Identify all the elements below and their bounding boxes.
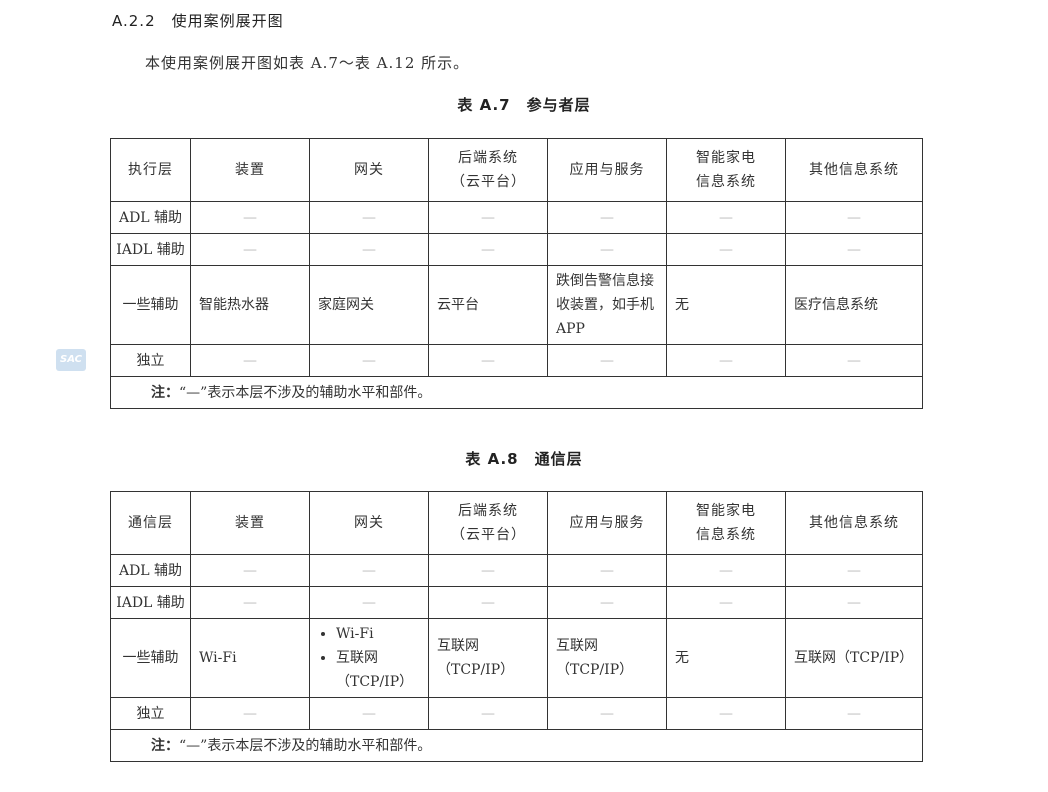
- column-header: 智能家电信息系统: [666, 491, 786, 555]
- table-a8: 通信层 装置 网关 后端系统（云平台） 应用与服务 智能家电信息系统 其他信息系统 ADL 辅…: [110, 491, 923, 762]
- table-cell: 无: [666, 265, 786, 345]
- bullet-list: Wi-Fi互联网（TCP/IP）: [312, 622, 424, 694]
- table-cell: —: [428, 201, 548, 234]
- table-cell: ADL 辅助: [110, 554, 191, 587]
- table-cell: 互联网（TCP/IP）: [428, 618, 548, 698]
- table-cell: 家庭网关: [309, 265, 429, 345]
- table-cell: —: [309, 344, 429, 377]
- list-item: Wi-Fi: [336, 622, 424, 646]
- table-cell: 无: [666, 618, 786, 698]
- table-cell: —: [190, 554, 310, 587]
- column-header: 装置: [190, 491, 310, 555]
- table-a7: 执行层 装置 网关 后端系统（云平台） 应用与服务 智能家电信息系统 其他信息系统 ADL 辅…: [110, 138, 923, 409]
- table-cell: —: [547, 586, 667, 619]
- table-row: ADL 辅助 — — — — — —: [110, 201, 923, 234]
- table-cell: —: [428, 554, 548, 587]
- note-label: 注：: [151, 737, 179, 754]
- intro-paragraph: 本使用案例展开图如表 A.7～表 A.12 所示。: [145, 54, 470, 72]
- column-header: 通信层: [110, 491, 191, 555]
- column-header: 执行层: [110, 138, 191, 202]
- table-cell: —: [309, 586, 429, 619]
- table-row: 独立 — — — — — —: [110, 697, 923, 730]
- table-cell: IADL 辅助: [110, 233, 191, 266]
- table-cell: —: [666, 233, 786, 266]
- table-cell: —: [428, 697, 548, 730]
- column-header: 其他信息系统: [785, 491, 923, 555]
- table-cell: —: [547, 233, 667, 266]
- table-row: IADL 辅助 — — — — — —: [110, 233, 923, 266]
- note-label: 注：: [151, 384, 179, 401]
- table-cell: 独立: [110, 697, 191, 730]
- table-cell: —: [785, 586, 923, 619]
- table-cell: 独立: [110, 344, 191, 377]
- table-row: 一些辅助 智能热水器 家庭网关 云平台 跌倒告警信息接收装置，如手机 APP 无医疗信息系…: [110, 265, 923, 345]
- table-cell: —: [666, 697, 786, 730]
- table-cell: —: [785, 201, 923, 234]
- note-text: “—”表示本层不涉及的辅助水平和部件。: [179, 384, 432, 401]
- table-row: 独立 — — — — — —: [110, 344, 923, 377]
- table-cell: 互联网（TCP/IP）: [785, 618, 923, 698]
- table-cell: —: [309, 201, 429, 234]
- table-cell: —: [666, 344, 786, 377]
- table-cell: 一些辅助: [110, 618, 191, 698]
- table-cell: —: [785, 233, 923, 266]
- column-header: 应用与服务: [547, 491, 667, 555]
- table-cell: 跌倒告警信息接收装置，如手机 APP: [547, 265, 667, 345]
- table-cell: —: [547, 201, 667, 234]
- table-row: 一些辅助Wi-FiWi-Fi互联网（TCP/IP）互联网（TCP/IP）互联网（…: [110, 618, 923, 698]
- table-cell: 一些辅助: [110, 265, 191, 345]
- table-row: ADL 辅助 — — — — — —: [110, 554, 923, 587]
- table-cell: —: [428, 233, 548, 266]
- table-cell: 互联网（TCP/IP）: [547, 618, 667, 698]
- header-row: 通信层 装置 网关 后端系统（云平台） 应用与服务 智能家电信息系统 其他信息系统: [110, 491, 923, 555]
- table-cell: —: [547, 697, 667, 730]
- list-item: 互联网（TCP/IP）: [336, 646, 424, 694]
- sac-watermark-logo: SAC: [56, 349, 86, 371]
- table-cell: —: [666, 586, 786, 619]
- table-cell: —: [785, 697, 923, 730]
- section-heading: A.2.2 使用案例展开图: [112, 12, 284, 30]
- table-cell: ADL 辅助: [110, 201, 191, 234]
- table-cell: —: [547, 554, 667, 587]
- table-cell: —: [309, 697, 429, 730]
- column-header: 装置: [190, 138, 310, 202]
- table-cell: Wi-Fi: [190, 618, 310, 698]
- note-row: 注：“—”表示本层不涉及的辅助水平和部件。: [110, 729, 923, 762]
- table-note: 注：“—”表示本层不涉及的辅助水平和部件。: [110, 729, 923, 762]
- table-cell: —: [309, 554, 429, 587]
- table-cell: —: [666, 554, 786, 587]
- table-cell: 医疗信息系统: [785, 265, 923, 345]
- table-cell: 云平台: [428, 265, 548, 345]
- column-header: 应用与服务: [547, 138, 667, 202]
- table-cell: —: [785, 554, 923, 587]
- table-cell: Wi-Fi互联网（TCP/IP）: [309, 618, 429, 698]
- column-header: 后端系统（云平台）: [428, 138, 548, 202]
- table-cell: —: [428, 344, 548, 377]
- note-row: 注：“—”表示本层不涉及的辅助水平和部件。: [110, 376, 923, 409]
- table-cell: —: [666, 201, 786, 234]
- table-cell: —: [190, 586, 310, 619]
- column-header: 后端系统（云平台）: [428, 491, 548, 555]
- table-cell: —: [785, 344, 923, 377]
- table-cell: —: [547, 344, 667, 377]
- column-header: 智能家电信息系统: [666, 138, 786, 202]
- table-caption: 表 A.8 通信层: [465, 450, 583, 468]
- table-cell: —: [190, 201, 310, 234]
- table-caption: 表 A.7 参与者层: [457, 96, 591, 114]
- table-cell: —: [309, 233, 429, 266]
- column-header: 其他信息系统: [785, 138, 923, 202]
- note-text: “—”表示本层不涉及的辅助水平和部件。: [179, 737, 432, 754]
- table-cell: IADL 辅助: [110, 586, 191, 619]
- column-header: 网关: [309, 491, 429, 555]
- table-cell: —: [190, 344, 310, 377]
- column-header: 网关: [309, 138, 429, 202]
- table-cell: —: [190, 697, 310, 730]
- table-note: 注：“—”表示本层不涉及的辅助水平和部件。: [110, 376, 923, 409]
- table-cell: —: [428, 586, 548, 619]
- table-cell: —: [190, 233, 310, 266]
- table-row: IADL 辅助 — — — — — —: [110, 586, 923, 619]
- header-row: 执行层 装置 网关 后端系统（云平台） 应用与服务 智能家电信息系统 其他信息系统: [110, 138, 923, 202]
- table-cell: 智能热水器: [190, 265, 310, 345]
